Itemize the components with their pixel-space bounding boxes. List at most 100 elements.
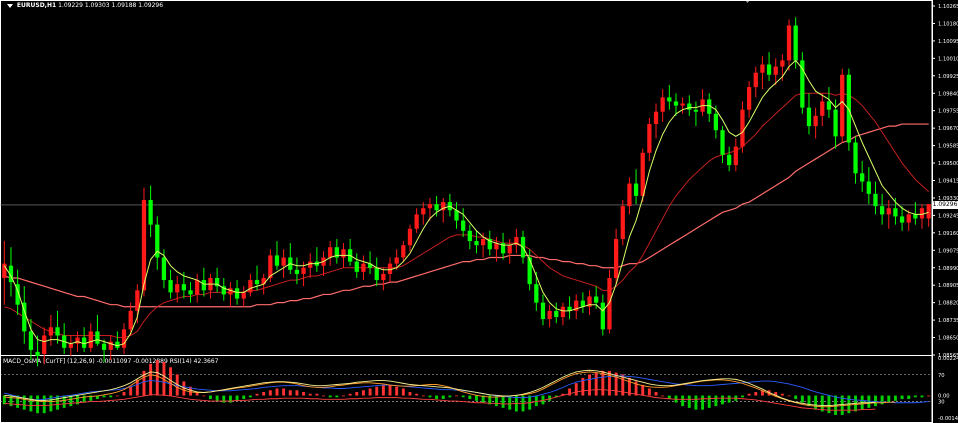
osma-bar: [82, 395, 86, 403]
osma-bar: [820, 395, 824, 412]
candle-body: [135, 290, 140, 311]
candle-body: [627, 183, 632, 207]
candle-body: [707, 99, 712, 114]
moving-average-slow: [4, 123, 929, 308]
candle-body: [780, 60, 785, 67]
osma-bar: [2, 395, 6, 405]
price-axis-label: 1.09755: [938, 109, 958, 115]
price-axis-label: 1.08735: [938, 318, 958, 324]
oscillator-axis-label: -0.001443: [938, 416, 958, 422]
candle-body: [387, 263, 393, 274]
candle-body: [454, 210, 459, 221]
chart-menu-arrow-icon[interactable]: [7, 3, 13, 8]
osma-bar: [149, 363, 153, 396]
candle-body: [494, 243, 499, 250]
osma-bar: [814, 395, 818, 410]
osma-bar: [774, 392, 778, 396]
osma-bar: [807, 395, 811, 407]
candle-body: [374, 267, 379, 281]
osma-bar: [89, 395, 93, 401]
candle-body: [141, 200, 147, 291]
osma-bar: [288, 390, 292, 396]
osma-bar: [687, 395, 691, 408]
candle-body: [75, 337, 80, 344]
candle-body: [906, 214, 911, 223]
osma-bar: [248, 395, 252, 398]
osma-bar: [102, 395, 106, 398]
osma-bar: [155, 360, 159, 396]
osma-bar: [488, 395, 492, 405]
candle-body: [899, 216, 905, 223]
osma-bar: [29, 395, 33, 412]
candle-body: [341, 249, 346, 258]
osma-bar: [335, 395, 339, 398]
candle-body: [201, 280, 206, 291]
price-axis-label: 1.09585: [938, 144, 958, 150]
candle-body: [534, 284, 539, 303]
osma-bar: [308, 393, 312, 396]
candle-body: [407, 228, 413, 246]
osma-bar: [262, 392, 266, 396]
osma-bar: [222, 395, 226, 403]
osma-bar: [36, 395, 40, 414]
osma-bar: [475, 395, 478, 401]
osma-bar: [95, 395, 99, 400]
osma-bar: [461, 395, 465, 398]
osma-bar: [548, 395, 552, 401]
candle-body: [487, 239, 492, 250]
osma-bar: [501, 395, 505, 408]
osma-bar: [182, 381, 186, 396]
candle-body: [554, 310, 559, 318]
candle-body: [8, 265, 14, 283]
candle-body: [740, 109, 745, 147]
osma-bar: [847, 395, 851, 414]
candle-body: [860, 173, 865, 182]
price-axis-label: 1.10180: [938, 21, 958, 27]
oscillator-line-yellow: [4, 369, 876, 407]
candle-body: [733, 146, 738, 166]
candle-body: [241, 292, 246, 299]
candle-body: [540, 302, 546, 320]
candle-body: [793, 25, 798, 61]
osma-bar: [209, 395, 212, 400]
osma-bar: [634, 381, 638, 396]
osma-bar: [441, 395, 445, 400]
osma-bar: [727, 395, 731, 403]
osma-bar: [421, 395, 425, 397]
osma-bar: [22, 395, 26, 410]
candle-body: [600, 302, 605, 330]
candle-body: [48, 327, 54, 336]
candle-body: [354, 261, 359, 272]
candle-body: [500, 243, 506, 254]
osma-bar: [355, 392, 359, 396]
candle-body: [35, 351, 40, 357]
candle-body: [567, 306, 572, 311]
osma-bar: [388, 384, 392, 396]
osma-bar: [195, 392, 199, 396]
candle-body: [467, 230, 472, 242]
oscillator-axis-label: 0.002241: [938, 356, 958, 362]
candle-body: [673, 101, 679, 106]
price-axis-label: 1.09500: [938, 161, 958, 167]
osma-bar: [328, 395, 332, 398]
price-axis-label: 1.08905: [938, 283, 958, 289]
candle-body: [820, 101, 825, 116]
oscillator-line-orange: [4, 371, 896, 408]
osma-bar: [282, 388, 286, 396]
osma-bar: [714, 395, 718, 407]
candle-body: [813, 115, 818, 127]
chart-ohlc-values: 1.09229 1.09303 1.09188 1.09296: [58, 2, 164, 9]
osma-bar: [907, 395, 911, 400]
osma-bar: [621, 374, 625, 396]
osma-bar: [342, 395, 345, 397]
candle-body: [746, 87, 752, 110]
osma-bar: [508, 395, 512, 410]
candle-body: [294, 269, 300, 274]
candle-body: [281, 257, 286, 266]
candle-body: [228, 288, 233, 295]
candle-body: [101, 343, 107, 350]
osma-bar: [554, 395, 558, 398]
candle-body: [394, 257, 399, 264]
osma-bar: [694, 395, 698, 410]
